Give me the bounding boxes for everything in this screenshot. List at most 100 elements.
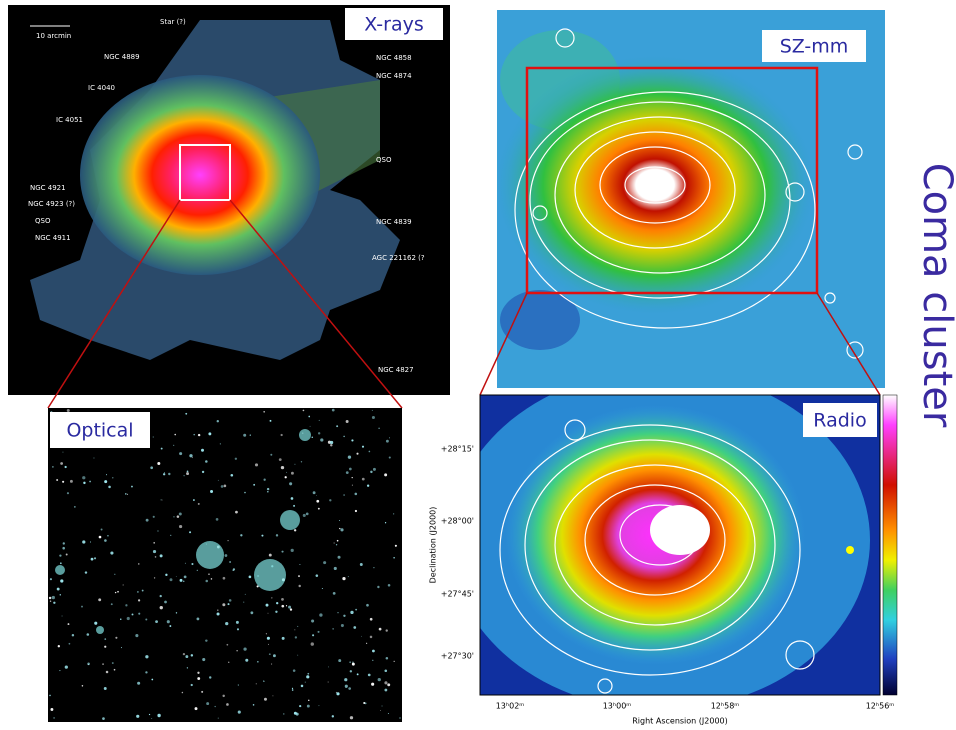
star xyxy=(353,626,357,629)
annotation: IC 4051 xyxy=(56,116,83,124)
star xyxy=(126,493,129,495)
star xyxy=(64,665,68,669)
star xyxy=(268,653,271,656)
star xyxy=(225,621,229,626)
star xyxy=(194,707,198,711)
star xyxy=(317,432,321,435)
annotation: NGC 4889 xyxy=(104,53,140,61)
star xyxy=(69,479,73,483)
star xyxy=(150,466,154,470)
star xyxy=(371,682,375,686)
star xyxy=(293,529,297,532)
star xyxy=(337,611,339,614)
star xyxy=(338,519,340,522)
star xyxy=(163,472,165,474)
star xyxy=(154,556,157,558)
star xyxy=(59,562,62,565)
star xyxy=(102,663,104,665)
annotation: IC 4040 xyxy=(88,84,115,92)
star xyxy=(300,684,304,688)
star xyxy=(53,717,55,719)
star xyxy=(145,618,148,621)
star xyxy=(227,539,229,542)
star xyxy=(372,467,376,471)
star xyxy=(389,437,390,439)
panel-label: SZ-mm xyxy=(780,36,849,58)
star xyxy=(197,433,201,437)
star xyxy=(169,578,173,582)
star xyxy=(336,539,339,542)
star xyxy=(145,518,149,522)
star xyxy=(235,620,239,624)
star xyxy=(226,643,229,646)
star xyxy=(152,515,155,518)
star xyxy=(157,713,161,718)
star xyxy=(377,585,380,589)
star xyxy=(339,527,341,530)
star xyxy=(253,483,256,486)
star xyxy=(361,477,365,481)
label-box xyxy=(50,412,150,448)
star xyxy=(351,439,354,442)
star xyxy=(290,497,294,500)
star xyxy=(184,562,186,564)
star xyxy=(294,636,298,639)
star xyxy=(152,549,157,554)
star xyxy=(182,580,185,583)
star xyxy=(372,659,374,661)
star xyxy=(208,432,212,436)
star xyxy=(378,427,380,430)
star xyxy=(254,463,259,467)
star xyxy=(294,463,296,465)
star xyxy=(102,717,105,720)
star xyxy=(368,450,371,453)
star xyxy=(293,504,296,507)
star xyxy=(165,573,168,577)
star xyxy=(269,419,272,422)
star xyxy=(61,615,63,617)
star xyxy=(323,561,327,565)
star xyxy=(292,669,296,672)
star xyxy=(298,575,300,578)
star xyxy=(354,492,358,496)
label-box xyxy=(803,403,877,437)
star xyxy=(174,433,177,436)
galaxy xyxy=(196,541,224,569)
y-axis-label: Declination (J2000) xyxy=(429,507,438,584)
star xyxy=(291,687,294,689)
star xyxy=(299,704,302,708)
star xyxy=(342,576,346,581)
star xyxy=(104,645,107,648)
star xyxy=(288,605,292,609)
star xyxy=(122,584,124,586)
star xyxy=(263,411,265,413)
star xyxy=(318,419,320,421)
star xyxy=(192,499,195,502)
star xyxy=(270,453,273,456)
star xyxy=(265,633,268,635)
star xyxy=(189,531,192,534)
star xyxy=(49,578,52,581)
star xyxy=(349,716,354,720)
star xyxy=(317,630,320,633)
star xyxy=(307,672,310,675)
star xyxy=(145,655,149,659)
star xyxy=(312,491,316,495)
star xyxy=(155,620,158,623)
galaxy xyxy=(254,559,286,591)
annotation: QSO xyxy=(35,217,51,225)
star xyxy=(148,713,151,716)
star xyxy=(176,515,180,518)
star xyxy=(281,598,284,601)
radio-panel xyxy=(480,395,880,695)
star xyxy=(384,473,388,477)
star xyxy=(229,561,232,563)
star xyxy=(113,668,116,671)
star xyxy=(131,485,133,488)
star xyxy=(138,563,140,565)
star xyxy=(185,655,189,659)
star xyxy=(197,677,201,680)
star xyxy=(94,621,98,625)
annotation: NGC 4923 (?) xyxy=(28,200,75,208)
star xyxy=(263,697,267,701)
